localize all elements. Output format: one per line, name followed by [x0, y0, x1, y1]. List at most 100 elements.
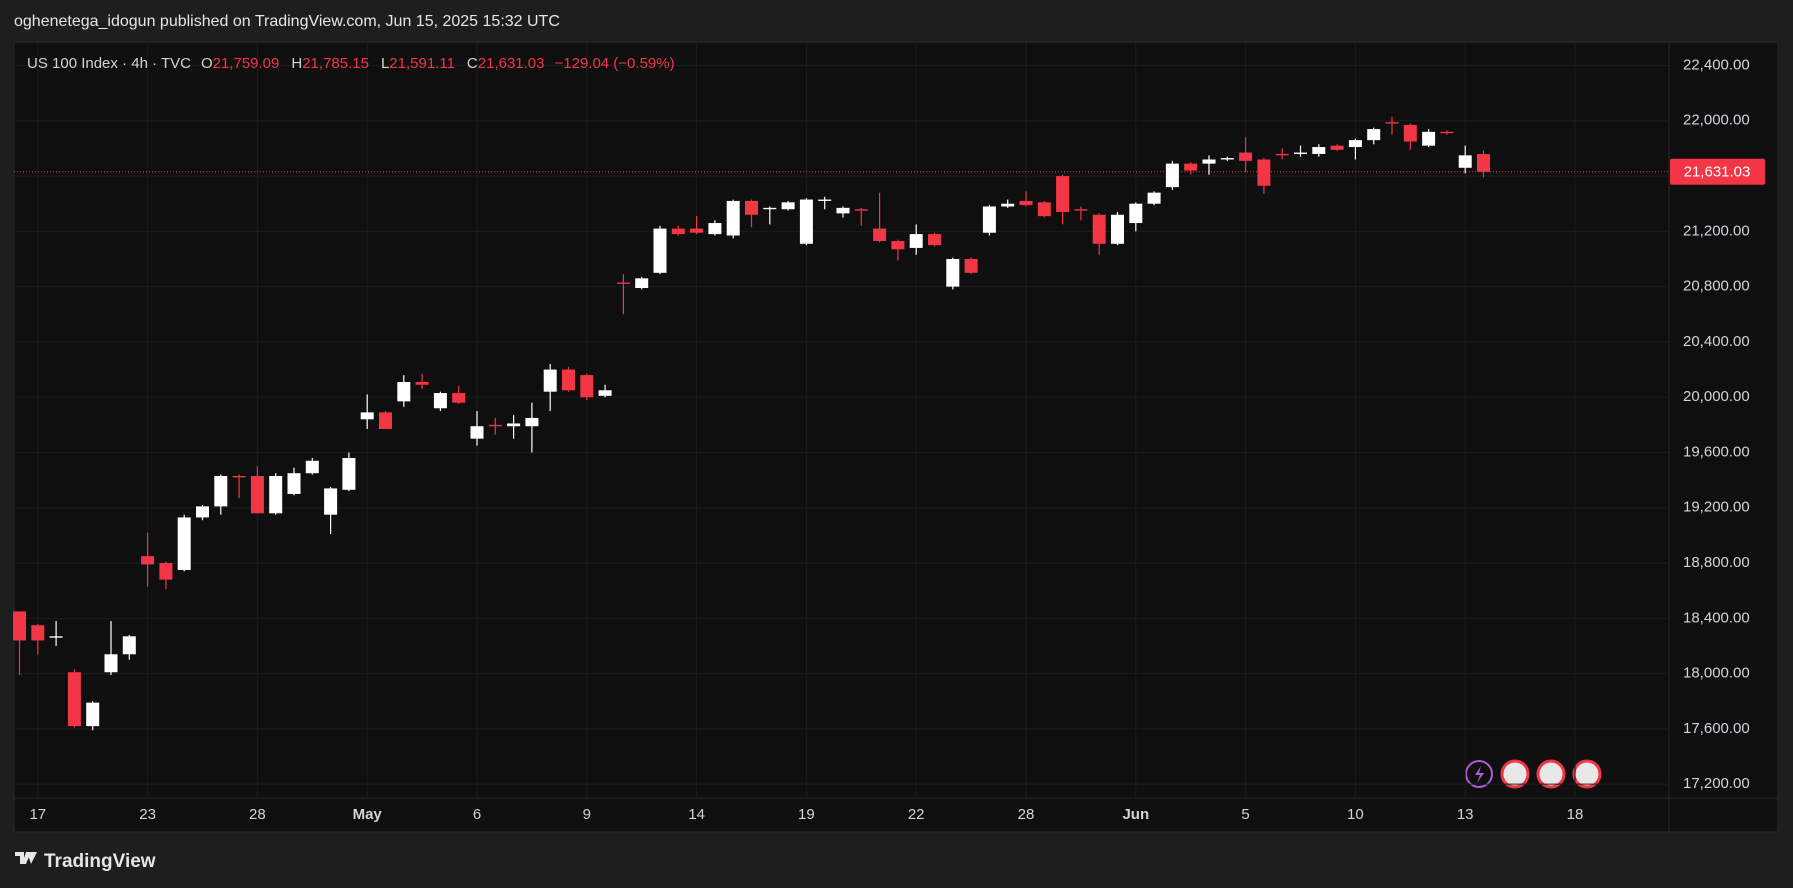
candle-body [1092, 214, 1106, 244]
grid [14, 42, 1669, 798]
candle-body [287, 473, 301, 494]
x-tick-label: 17 [29, 806, 46, 823]
y-tick-label: 18,800.00 [1683, 554, 1750, 571]
candle-body [891, 241, 905, 250]
footer-logo: TradingView [15, 851, 156, 872]
candle-body [360, 412, 374, 420]
candle-body [818, 199, 832, 201]
candle-body [31, 625, 45, 641]
candle-body [1367, 129, 1381, 141]
candle-body [415, 381, 429, 385]
candle-body [250, 475, 264, 514]
last-price-tag [1670, 158, 1765, 185]
candle-body [1385, 122, 1399, 124]
candle-body [1074, 209, 1088, 211]
candle-body [232, 475, 246, 478]
candle-body [1440, 131, 1454, 134]
legend-symbol: US 100 Index · 4h · TVC [27, 55, 191, 72]
candle-body [946, 258, 960, 287]
candle-body [1257, 159, 1271, 186]
candle-body [379, 412, 392, 429]
candle-body [1312, 147, 1326, 154]
legend-value: 21,591.11 [389, 55, 455, 72]
candle-body [86, 702, 100, 727]
candle-body [726, 200, 740, 236]
candle-body [159, 563, 173, 580]
candle-body [1477, 154, 1490, 172]
y-tick-label: 21,200.00 [1683, 222, 1750, 239]
candle-body [452, 393, 466, 403]
y-tick-label: 18,400.00 [1683, 609, 1750, 626]
candle-body [836, 207, 850, 214]
candle-body [928, 234, 941, 246]
candle-body [49, 636, 63, 638]
chart-frame [13, 41, 1779, 833]
candle-body [141, 556, 155, 565]
candle-body [1037, 202, 1051, 217]
candle-body [525, 417, 539, 427]
y-tick-label: 22,000.00 [1683, 112, 1750, 129]
x-tick-label: 5 [1241, 806, 1249, 823]
candle-body [470, 426, 484, 439]
candle-body [653, 228, 667, 273]
y-tick-label: 17,600.00 [1683, 720, 1750, 737]
candle-body [1348, 140, 1362, 148]
candle-body [580, 375, 594, 398]
x-tick-label: 6 [473, 806, 481, 823]
candle-body [269, 475, 283, 514]
candle-body [1330, 145, 1344, 150]
candle-body [781, 202, 795, 210]
candle-body [342, 458, 356, 490]
event-icon[interactable] [1572, 759, 1602, 789]
y-tick-label: 20,400.00 [1683, 333, 1750, 350]
candle-body [1220, 158, 1234, 160]
x-tick-label: 9 [583, 806, 591, 823]
candle-body [1001, 203, 1015, 207]
x-tick-label: 28 [1018, 806, 1035, 823]
event-icon[interactable] [1465, 760, 1493, 788]
x-tick-label: 10 [1347, 806, 1364, 823]
candle-body [909, 234, 923, 248]
x-tick-label: May [353, 806, 383, 823]
candle-body [708, 223, 722, 235]
candle-body [1202, 159, 1216, 164]
candle-body [67, 672, 81, 727]
y-tick-label: 22,400.00 [1683, 56, 1750, 73]
candle-body [598, 390, 612, 396]
event-icon[interactable] [1536, 759, 1566, 789]
x-tick-label: 19 [798, 806, 815, 823]
legend-value: 21,631.03 [478, 55, 545, 72]
candle-body [745, 200, 758, 215]
legend-value: 21,759.09 [213, 55, 280, 72]
candle-body [1294, 152, 1307, 154]
x-tick-label: 23 [139, 806, 156, 823]
candle-body [1422, 131, 1436, 146]
candle-body [543, 369, 557, 392]
candle-body [1056, 176, 1070, 212]
legend-key: H [291, 55, 302, 72]
candle-body [964, 258, 978, 273]
event-icon[interactable] [1500, 759, 1530, 789]
candle-body [1458, 155, 1472, 168]
candle-body [873, 228, 887, 242]
candle-body [196, 506, 209, 518]
candle-body [1165, 163, 1179, 188]
candle-body [1111, 214, 1124, 244]
y-tick-label: 17,200.00 [1683, 775, 1750, 792]
event-icons [1465, 759, 1602, 789]
x-tick-label: 22 [908, 806, 925, 823]
candle-body [635, 278, 649, 289]
candle-body [214, 475, 228, 507]
candle-body [104, 654, 118, 673]
candle-body [507, 423, 521, 427]
legend-key: L [381, 55, 389, 72]
last-price-label: 21,631.03 [1684, 164, 1751, 181]
x-tick-label: Jun [1122, 806, 1149, 823]
x-tick-label: 28 [249, 806, 266, 823]
candle-body [1184, 163, 1198, 171]
candle-body [13, 611, 26, 641]
y-tick-label: 19,600.00 [1683, 443, 1750, 460]
legend-change: −129.04 (−0.59%) [555, 55, 675, 72]
event-icon-glyph [1475, 766, 1484, 783]
